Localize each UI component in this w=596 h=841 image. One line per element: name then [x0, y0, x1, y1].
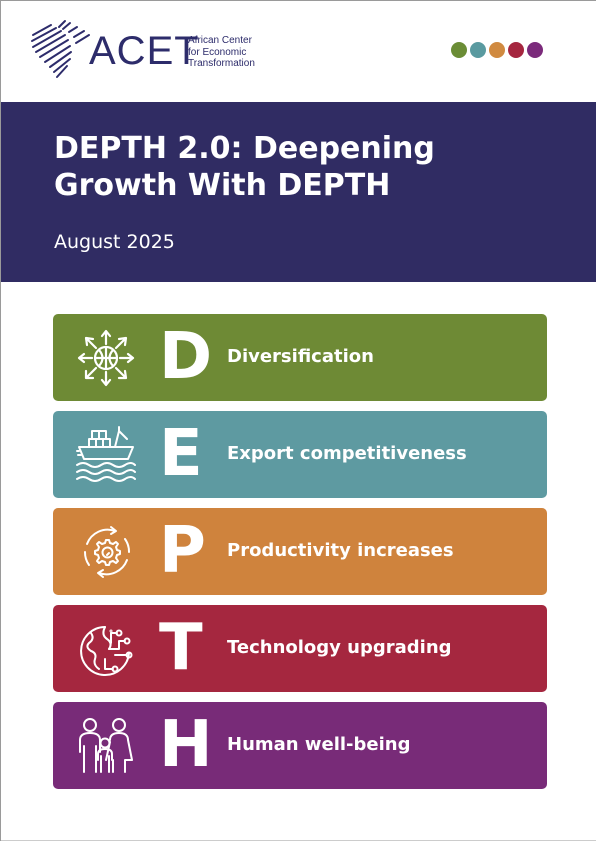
logo-subtitle: African Center for Economic Transformati…: [188, 35, 283, 70]
pillar-label: Diversification: [227, 346, 374, 367]
pillar-export[interactable]: E Export competitiveness: [53, 411, 547, 498]
diversification-globe-arrows-icon: [77, 329, 135, 387]
color-dot: [508, 42, 524, 58]
pillar-letter: E: [159, 417, 203, 491]
logo-subtitle-line: Transformation: [188, 58, 255, 69]
gear-cycle-icon: [83, 526, 131, 578]
title-line: DEPTH 2.0: Deepening: [54, 131, 435, 166]
logo-subtitle-line: African Center: [188, 35, 252, 46]
pillar-letter: H: [159, 708, 213, 782]
pillar-label: Productivity increases: [227, 540, 454, 561]
family-people-icon: [79, 718, 133, 773]
cargo-ship-icon: [76, 426, 136, 482]
color-dot: [470, 42, 486, 58]
pillar-letter: P: [159, 514, 206, 588]
pillar-human[interactable]: H Human well-being: [53, 702, 547, 789]
pillar-productivity[interactable]: P Productivity increases: [53, 508, 547, 595]
logo-wordmark: ACET: [89, 29, 200, 73]
color-dot: [527, 42, 543, 58]
logo-subtitle-line: for Economic: [188, 46, 247, 58]
pillar-letter: D: [159, 320, 213, 394]
pillar-label: Human well-being: [227, 734, 411, 755]
publication-date: August 2025: [54, 231, 175, 253]
color-dots: [451, 42, 546, 60]
color-dot: [451, 42, 467, 58]
africa-map-logo-icon: [31, 20, 90, 78]
color-dot: [489, 42, 505, 58]
pillar-label: Technology upgrading: [227, 637, 452, 658]
pillar-letter: T: [159, 611, 203, 685]
title-banner: DEPTH 2.0: Deepening Growth With DEPTH A…: [1, 102, 596, 282]
title-line: Growth With DEPTH: [54, 168, 391, 203]
pillar-technology[interactable]: T Technology upgrading: [53, 605, 547, 692]
pillar-diversification[interactable]: D Diversification: [53, 314, 547, 401]
header: ACET African Center for Economic Transfo…: [1, 1, 596, 102]
page-title: DEPTH 2.0: Deepening Growth With DEPTH: [54, 130, 474, 204]
acet-logo[interactable]: ACET African Center for Economic Transfo…: [29, 19, 269, 81]
globe-circuit-icon: [80, 626, 133, 676]
pillar-label: Export competitiveness: [227, 443, 467, 464]
